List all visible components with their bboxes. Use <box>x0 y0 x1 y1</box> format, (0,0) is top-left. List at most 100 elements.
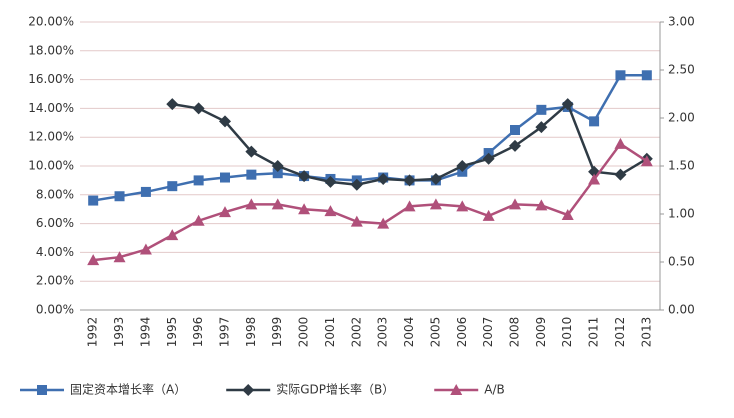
y2-tick-label: 2.00 <box>668 111 695 125</box>
x-tick-label: 1995 <box>165 317 179 348</box>
marker <box>377 217 390 229</box>
y-tick-label: 12.00% <box>28 130 74 144</box>
y-tick-label: 2.00% <box>36 274 74 288</box>
marker <box>456 200 469 212</box>
legend-label: A/B <box>484 383 504 397</box>
marker <box>245 145 258 158</box>
marker <box>272 168 283 179</box>
marker <box>535 199 548 211</box>
marker <box>614 168 627 181</box>
marker <box>271 160 284 172</box>
marker <box>87 254 100 266</box>
marker <box>350 178 363 191</box>
marker <box>350 215 363 227</box>
marker <box>139 243 152 255</box>
x-tick-label: 2002 <box>349 317 363 348</box>
marker <box>192 102 205 115</box>
marker <box>298 170 311 183</box>
marker <box>245 198 258 210</box>
y-tick-label: 10.00% <box>28 159 74 173</box>
x-tick-label: 1999 <box>270 317 284 348</box>
marker <box>615 70 626 81</box>
x-tick-label: 2012 <box>613 317 627 348</box>
marker <box>219 115 231 128</box>
marker <box>193 175 204 186</box>
legend-label: 实际GDP增长率（B） <box>276 382 394 397</box>
marker <box>482 152 495 165</box>
marker <box>298 203 311 215</box>
series-line <box>172 101 648 186</box>
x-tick-label: 2006 <box>455 317 469 348</box>
x-tick-label: 2007 <box>481 317 495 348</box>
marker <box>403 174 416 187</box>
marker <box>640 155 653 167</box>
marker <box>429 172 442 185</box>
marker <box>561 208 574 220</box>
x-tick-label: 2003 <box>376 317 390 348</box>
marker <box>510 125 520 135</box>
y-tick-label: 6.00% <box>36 216 74 230</box>
y2-tick-label: 0.50 <box>668 255 695 269</box>
marker <box>324 175 337 188</box>
marker <box>482 209 495 221</box>
y-tick-label: 0.00% <box>36 303 74 317</box>
x-tick-label: 2004 <box>402 317 416 348</box>
marker <box>535 121 548 134</box>
marker <box>403 200 416 212</box>
marker <box>456 160 469 172</box>
y2-tick-label: 0.00 <box>668 303 695 317</box>
x-tick-label: 1997 <box>218 317 232 348</box>
x-tick-label: 2001 <box>323 317 337 348</box>
y-tick-label: 8.00% <box>36 187 74 201</box>
marker <box>219 206 231 218</box>
x-tick-label: 1996 <box>191 317 205 348</box>
y2-tick-label: 3.00 <box>668 15 695 29</box>
marker <box>88 195 99 206</box>
marker <box>509 198 521 210</box>
marker <box>450 384 463 395</box>
marker <box>37 385 47 395</box>
x-tick-label: 2000 <box>297 317 311 348</box>
x-tick-label: 2011 <box>587 317 601 348</box>
marker <box>324 205 337 217</box>
marker <box>167 181 178 192</box>
marker <box>192 214 205 226</box>
marker <box>114 191 125 202</box>
y-tick-label: 20.00% <box>28 15 74 29</box>
marker <box>166 229 179 241</box>
y-tick-label: 14.00% <box>28 101 74 115</box>
y-tick-label: 18.00% <box>28 43 74 57</box>
marker <box>588 173 601 185</box>
marker <box>113 251 126 263</box>
series-line <box>93 142 648 262</box>
y2-tick-label: 1.50 <box>668 159 695 173</box>
y-tick-label: 4.00% <box>36 245 74 259</box>
x-tick-label: 2008 <box>508 317 522 348</box>
marker <box>271 198 284 210</box>
marker <box>246 169 257 180</box>
y2-tick-label: 1.00 <box>668 207 695 221</box>
legend-label: 固定资本增长率（A） <box>70 382 186 397</box>
marker <box>536 104 547 115</box>
marker <box>140 186 151 197</box>
y-tick-label: 16.00% <box>28 72 74 86</box>
marker <box>220 172 230 183</box>
marker <box>641 70 652 81</box>
marker <box>166 98 179 111</box>
x-tick-label: 2009 <box>534 317 548 348</box>
x-tick-label: 1992 <box>86 317 100 348</box>
x-tick-label: 1998 <box>244 317 258 348</box>
marker <box>614 137 627 149</box>
series-line <box>92 74 647 202</box>
marker <box>561 98 574 111</box>
x-tick-label: 1994 <box>138 317 152 348</box>
marker <box>589 116 600 127</box>
marker <box>377 172 390 185</box>
x-tick-label: 2005 <box>428 317 442 348</box>
x-tick-label: 1993 <box>112 317 126 348</box>
marker <box>509 139 521 152</box>
marker <box>429 198 442 210</box>
y2-tick-label: 2.50 <box>668 63 695 77</box>
x-tick-label: 2013 <box>639 317 653 348</box>
